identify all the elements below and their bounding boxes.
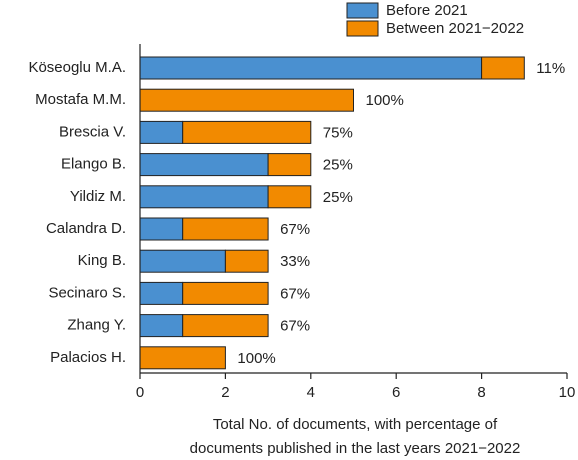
bar-segment	[182, 314, 269, 338]
legend-swatch	[346, 2, 379, 19]
bar-segment	[267, 185, 312, 209]
x-tick-label: 8	[477, 384, 485, 401]
bar-segment	[481, 56, 525, 80]
percent-label: 67%	[280, 318, 310, 335]
percent-label: 25%	[323, 157, 353, 174]
bar-segment	[139, 88, 354, 112]
x-tick-label: 0	[136, 384, 144, 401]
percent-label: 33%	[280, 253, 310, 270]
y-tick-label: Yildiz M.	[70, 188, 126, 205]
bar-segment	[139, 120, 184, 144]
bar-segment	[139, 314, 184, 338]
y-tick-label: Palacios H.	[50, 349, 126, 366]
bar-segment	[267, 153, 312, 177]
legend-swatch	[346, 20, 379, 37]
percent-label: 67%	[280, 221, 310, 238]
bar-segment	[139, 249, 226, 273]
bar-segment	[139, 281, 184, 305]
bar-segment	[139, 56, 483, 80]
percent-label: 75%	[323, 124, 353, 141]
bar-segment	[139, 185, 269, 209]
y-tick-label: Zhang Y.	[67, 317, 126, 334]
percent-label: 67%	[280, 285, 310, 302]
x-axis-label: Total No. of documents, with percentage …	[213, 416, 498, 433]
legend-label: Between 2021−2022	[386, 20, 524, 37]
bar-segment	[139, 346, 226, 370]
x-axis-label: documents published in the last years 20…	[190, 440, 521, 457]
y-tick-label: Mostafa M.M.	[35, 91, 126, 108]
bar-segment	[139, 217, 184, 241]
y-tick-label: King B.	[78, 252, 126, 269]
y-tick-label: Köseoglu M.A.	[28, 59, 126, 76]
legend-label: Before 2021	[386, 2, 468, 19]
bar-segment	[182, 217, 269, 241]
x-tick-label: 2	[221, 384, 229, 401]
percent-label: 100%	[237, 350, 275, 367]
x-tick-label: 10	[559, 384, 576, 401]
y-tick-label: Secinaro S.	[48, 284, 126, 301]
percent-label: 11%	[536, 60, 565, 77]
bar-segment	[224, 249, 269, 273]
y-tick-label: Brescia V.	[59, 123, 126, 140]
bar-segment	[182, 120, 312, 144]
percent-label: 100%	[366, 92, 404, 109]
percent-label: 25%	[323, 189, 353, 206]
x-tick-label: 4	[307, 384, 315, 401]
y-tick-label: Calandra D.	[46, 220, 126, 237]
x-tick-label: 6	[392, 384, 400, 401]
bar-segment	[139, 153, 269, 177]
y-tick-label: Elango B.	[61, 156, 126, 173]
bar-segment	[182, 281, 269, 305]
